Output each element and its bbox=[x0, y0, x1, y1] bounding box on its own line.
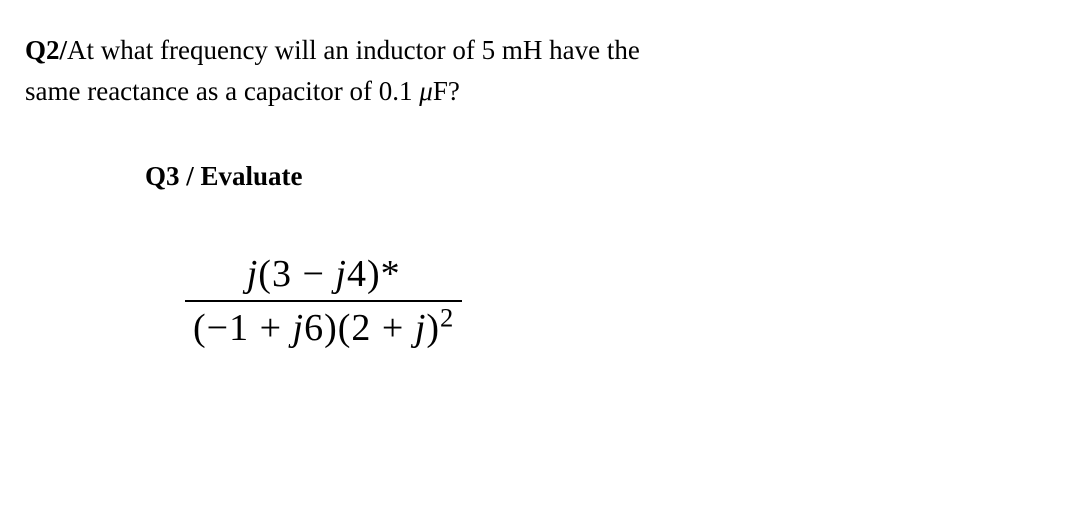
den-j2: j bbox=[415, 307, 427, 349]
den-mid: 6)(2 + bbox=[304, 307, 415, 349]
q2-label: Q2/ bbox=[25, 35, 67, 65]
q2-unit-mu: μ bbox=[419, 76, 433, 106]
num-j2: j bbox=[335, 253, 347, 295]
num-close: 4)* bbox=[347, 253, 401, 295]
numerator: j(3 − j4)* bbox=[185, 252, 462, 302]
question-2: Q2/At what frequency will an inductor of… bbox=[25, 30, 1055, 111]
num-minus: − bbox=[292, 253, 335, 295]
q2-text-line1: At what frequency will an inductor of 5 … bbox=[67, 35, 640, 65]
num-open: (3 bbox=[258, 253, 292, 295]
den-exp: 2 bbox=[440, 302, 454, 332]
q3-label: Q3 / Evaluate bbox=[145, 161, 303, 191]
question-3: Q3 / Evaluate bbox=[145, 161, 1055, 192]
denominator: (−1 + j6)(2 + j)2 bbox=[185, 302, 462, 350]
formula: j(3 − j4)* (−1 + j6)(2 + j)2 bbox=[185, 252, 462, 350]
q2-text-line2: same reactance as a capacitor of 0.1 bbox=[25, 76, 419, 106]
den-j1: j bbox=[293, 307, 305, 349]
den-open1: (−1 + bbox=[193, 307, 293, 349]
fraction: j(3 − j4)* (−1 + j6)(2 + j)2 bbox=[185, 252, 462, 350]
q2-unit-f: F? bbox=[433, 76, 460, 106]
den-close: ) bbox=[426, 307, 440, 349]
num-j1: j bbox=[247, 253, 259, 295]
